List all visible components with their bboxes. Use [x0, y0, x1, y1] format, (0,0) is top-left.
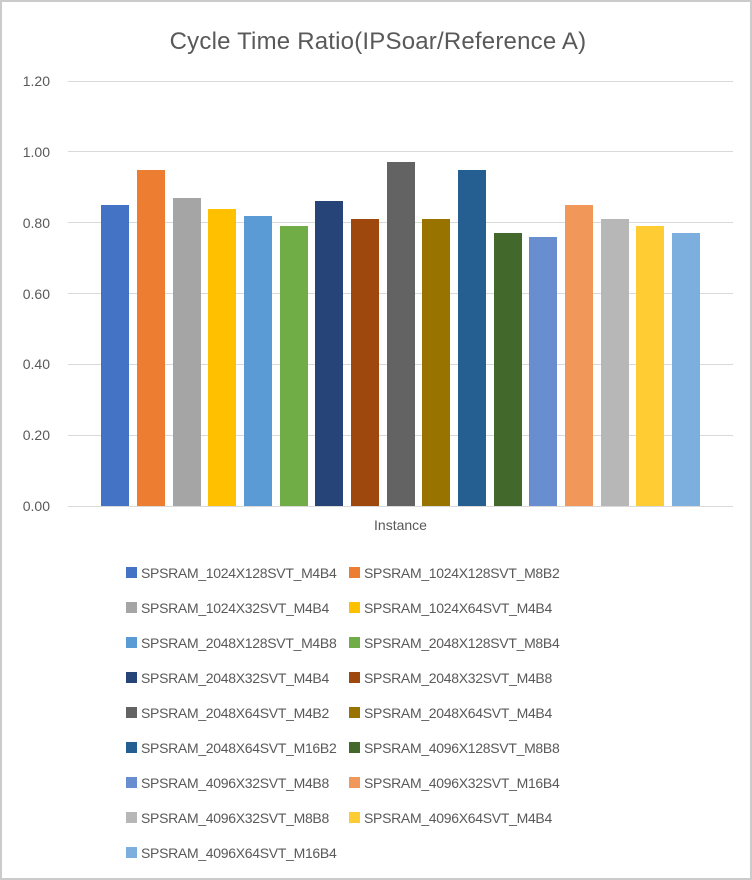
- legend-item: SPSRAM_2048X32SVT_M4B4: [126, 660, 329, 695]
- legend-item-label: SPSRAM_1024X32SVT_M4B4: [141, 599, 329, 616]
- legend-item: SPSRAM_2048X128SVT_M8B4: [349, 625, 560, 660]
- legend-item: SPSRAM_2048X128SVT_M4B8: [126, 625, 337, 660]
- legend-item: SPSRAM_4096X64SVT_M16B4: [126, 835, 337, 870]
- bar: [243, 215, 272, 506]
- y-axis-tick-label: 0.80: [22, 214, 50, 231]
- legend-swatch: [349, 742, 360, 753]
- bar: [136, 169, 165, 506]
- x-axis-line: [68, 505, 733, 507]
- legend-swatch: [126, 637, 137, 648]
- legend-swatch: [126, 777, 137, 788]
- legend-swatch: [126, 847, 137, 858]
- legend-item: SPSRAM_4096X128SVT_M8B8: [349, 730, 560, 765]
- bar: [350, 219, 379, 506]
- legend-item-label: SPSRAM_4096X64SVT_M16B4: [141, 844, 337, 861]
- legend-item-label: SPSRAM_2048X128SVT_M4B8: [141, 634, 337, 651]
- legend-item-label: SPSRAM_2048X64SVT_M4B4: [364, 704, 552, 721]
- bar: [565, 204, 593, 506]
- legend-swatch: [126, 672, 137, 683]
- legend-item: SPSRAM_4096X32SVT_M8B8: [126, 800, 329, 835]
- y-axis-tick-label: 0.40: [22, 356, 50, 373]
- legend-swatch: [349, 672, 360, 683]
- legend-swatch: [126, 742, 137, 753]
- legend-swatch: [349, 707, 360, 718]
- legend-item-label: SPSRAM_2048X64SVT_M16B2: [141, 739, 337, 756]
- legend-item-label: SPSRAM_1024X128SVT_M8B2: [364, 564, 560, 581]
- legend-swatch: [349, 637, 360, 648]
- legend-item: SPSRAM_1024X128SVT_M4B4: [126, 555, 337, 590]
- legend-item-label: SPSRAM_2048X64SVT_M4B2: [141, 704, 329, 721]
- legend-item: SPSRAM_1024X128SVT_M8B2: [349, 555, 560, 590]
- legend-item: SPSRAM_4096X32SVT_M4B8: [126, 765, 329, 800]
- legend-item: SPSRAM_2048X64SVT_M4B2: [126, 695, 329, 730]
- gridline: [68, 151, 733, 153]
- bar: [279, 226, 308, 506]
- bar: [672, 233, 701, 506]
- legend-item: SPSRAM_1024X32SVT_M4B4: [126, 590, 329, 625]
- legend-item-label: SPSRAM_1024X64SVT_M4B4: [364, 599, 552, 616]
- bar: [529, 236, 558, 506]
- chart-title: Cycle Time Ratio(IPSoar/Reference A): [169, 28, 587, 55]
- bar: [600, 219, 629, 506]
- legend-item: SPSRAM_2048X64SVT_M16B2: [126, 730, 337, 765]
- legend-swatch: [126, 707, 137, 718]
- y-axis-tick-label: 0.20: [22, 427, 50, 444]
- bar: [315, 201, 344, 506]
- legend-item: SPSRAM_4096X32SVT_M16B4: [349, 765, 560, 800]
- x-axis-title: Instance: [374, 517, 427, 533]
- legend-item-label: SPSRAM_1024X128SVT_M4B4: [141, 564, 337, 581]
- bar: [458, 169, 486, 506]
- legend-item: SPSRAM_4096X64SVT_M4B4: [349, 800, 552, 835]
- legend-swatch: [126, 567, 137, 578]
- y-axis-tick-label: 1.00: [22, 143, 50, 160]
- legend-item-label: SPSRAM_4096X128SVT_M8B8: [364, 739, 560, 756]
- legend-item: SPSRAM_2048X32SVT_M4B8: [349, 660, 552, 695]
- legend-item-label: SPSRAM_2048X128SVT_M8B4: [364, 634, 560, 651]
- legend-item-label: SPSRAM_4096X64SVT_M4B4: [364, 809, 552, 826]
- legend-item-label: SPSRAM_2048X32SVT_M4B8: [364, 669, 552, 686]
- bar: [101, 204, 130, 506]
- plot-area: [68, 80, 733, 507]
- legend-swatch: [349, 602, 360, 613]
- legend-item: SPSRAM_2048X64SVT_M4B4: [349, 695, 552, 730]
- legend-swatch: [349, 812, 360, 823]
- y-axis-tick-label: 0.60: [22, 285, 50, 302]
- bar: [208, 208, 237, 506]
- bar: [422, 219, 451, 506]
- legend-item-label: SPSRAM_4096X32SVT_M8B8: [141, 809, 329, 826]
- y-axis-tick-label: 1.20: [22, 73, 50, 89]
- legend-item: SPSRAM_1024X64SVT_M4B4: [349, 590, 552, 625]
- gridline: [68, 80, 733, 82]
- legend-swatch: [126, 812, 137, 823]
- bar: [386, 162, 415, 506]
- bar: [636, 226, 665, 506]
- legend-swatch: [349, 567, 360, 578]
- bar: [172, 197, 201, 506]
- y-axis-tick-label: 0.00: [22, 498, 50, 514]
- legend-item-label: SPSRAM_2048X32SVT_M4B4: [141, 669, 329, 686]
- legend-swatch: [126, 602, 137, 613]
- legend: SPSRAM_1024X128SVT_M4B4 SPSRAM_1024X128SV…: [2, 555, 750, 875]
- legend-item-label: SPSRAM_4096X32SVT_M4B8: [141, 774, 329, 791]
- legend-item-label: SPSRAM_4096X32SVT_M16B4: [364, 774, 560, 791]
- y-axis: 0.00 0.20 0.40 0.60 0.80 1.00 1.20: [2, 2, 50, 522]
- legend-swatch: [349, 777, 360, 788]
- bar: [493, 233, 522, 506]
